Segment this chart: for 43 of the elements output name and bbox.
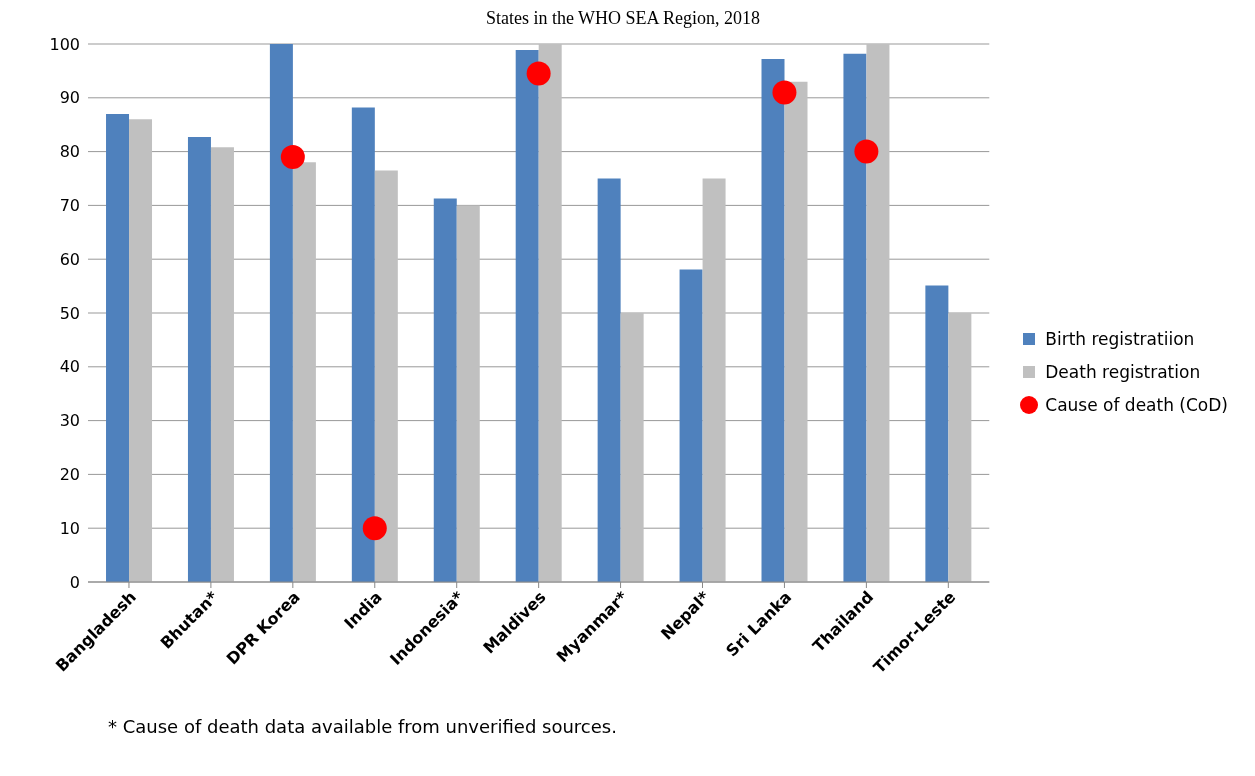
y-tick-label: 40 [59, 357, 80, 377]
bar [210, 147, 234, 582]
point [526, 61, 551, 86]
bar [784, 81, 808, 582]
bar [679, 269, 703, 582]
legend-label: Death registration [1045, 362, 1201, 382]
point [772, 80, 797, 105]
legend-label: Birth registratiion [1045, 329, 1195, 349]
y-tick-label: 10 [59, 518, 80, 538]
point [362, 516, 387, 541]
y-tick-label: 100 [49, 34, 80, 54]
y-tick-label: 60 [59, 249, 80, 269]
bar [948, 313, 972, 582]
bar [843, 53, 867, 582]
bar [351, 107, 375, 582]
y-tick-label: 20 [59, 465, 80, 485]
y-tick-label: 70 [59, 196, 80, 216]
point [854, 139, 879, 164]
bar [269, 44, 293, 582]
bar [761, 59, 785, 582]
bar [597, 178, 621, 582]
bar [515, 49, 539, 582]
point [280, 144, 305, 169]
y-tick-label: 30 [59, 411, 80, 431]
bar [866, 44, 890, 582]
legend-label: Cause of death (CoD) [1045, 395, 1228, 415]
bar [187, 137, 211, 582]
bar [620, 313, 644, 582]
bar [292, 162, 316, 582]
bar [538, 44, 562, 582]
y-tick-label: 80 [59, 142, 80, 162]
bar [925, 285, 949, 582]
bar [702, 178, 726, 582]
y-tick-label: 50 [59, 303, 80, 323]
chart-title: States in the WHO SEA Region, 2018 [484, 8, 762, 30]
bar [106, 113, 130, 582]
bar [433, 198, 457, 582]
text: * Cause of death data available from unverified sources. [108, 716, 618, 737]
bar [456, 205, 480, 582]
y-tick-label: 0 [69, 572, 80, 592]
bar [129, 119, 153, 582]
y-tick-label: 90 [59, 88, 80, 108]
bar [374, 170, 398, 582]
